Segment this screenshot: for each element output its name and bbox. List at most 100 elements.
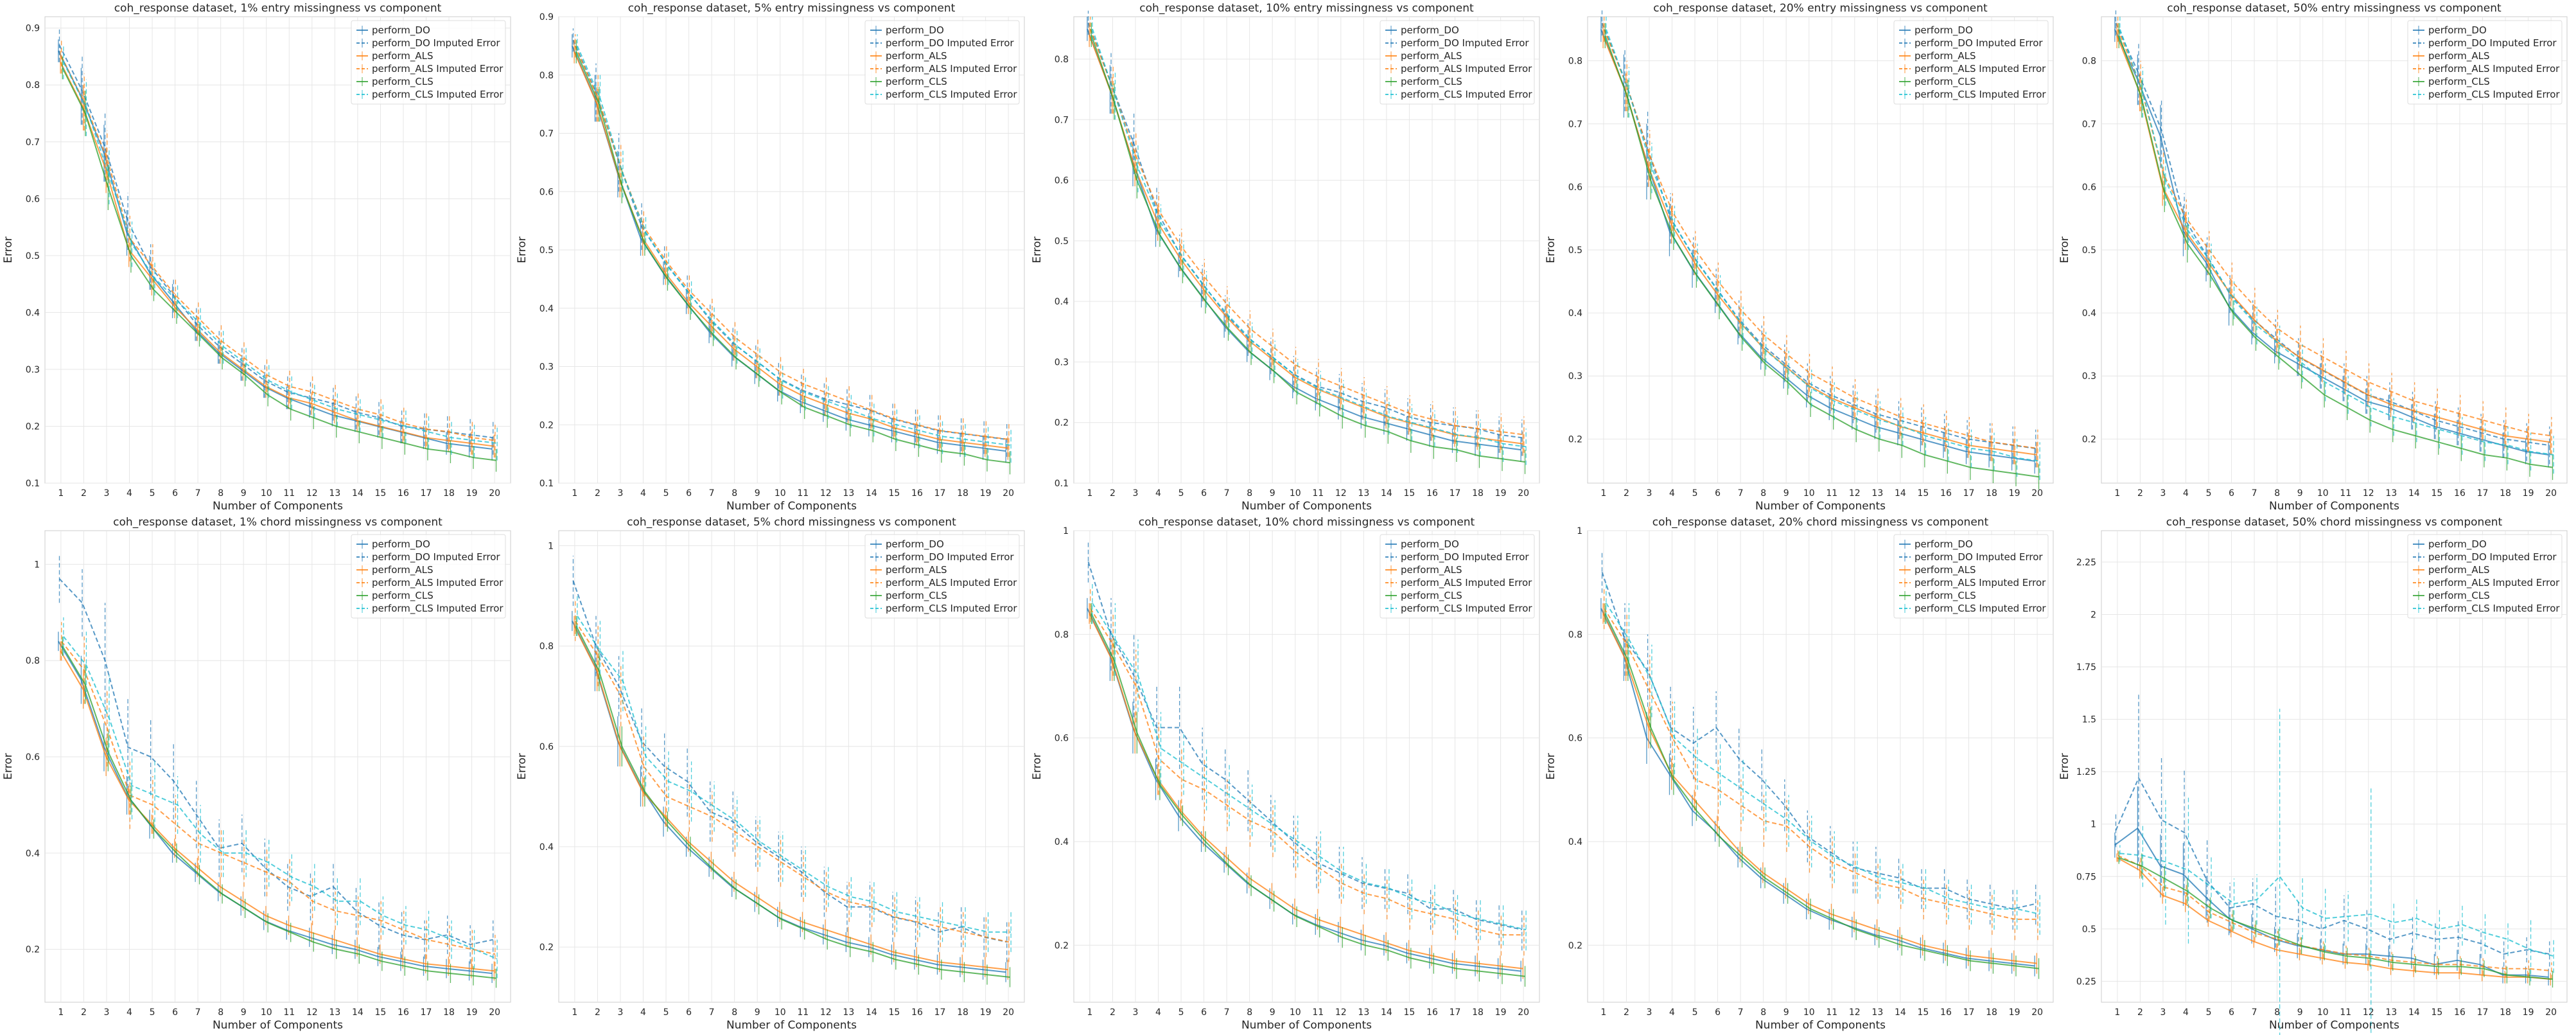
subplot-title: coh_response dataset, 1% entry missingne… xyxy=(114,2,442,15)
y-tick-label: 1.25 xyxy=(2076,767,2096,777)
y-tick-label: 0.3 xyxy=(26,365,40,375)
legend-box xyxy=(1893,20,2049,105)
x-tick-label: 6 xyxy=(686,1007,692,1018)
x-tick-label: 10 xyxy=(775,1007,786,1018)
x-tick-label: 12 xyxy=(306,1007,318,1018)
legend-label: perform_ALS xyxy=(886,50,947,62)
y-tick-label: 0.2 xyxy=(1055,418,1069,429)
legend-label: perform_DO xyxy=(372,538,430,551)
x-tick-label: 4 xyxy=(640,488,646,499)
series-line xyxy=(2116,35,2551,443)
y-tick-label: 0.2 xyxy=(26,421,40,432)
series-line xyxy=(62,646,496,979)
x-tick-label: 15 xyxy=(889,1007,900,1018)
x-tick-label: 4 xyxy=(1669,1007,1675,1018)
x-tick-label: 16 xyxy=(2454,488,2466,499)
legend-label: perform_CLS xyxy=(1914,76,1976,88)
x-tick-label: 10 xyxy=(2317,1007,2329,1018)
x-tick-label: 19 xyxy=(2523,1007,2534,1018)
legend-label: perform_ALS Imputed Error xyxy=(1914,577,2046,589)
legend-label: perform_CLS xyxy=(1401,76,1462,88)
x-tick-label: 17 xyxy=(2477,1007,2489,1018)
legend-label: perform_CLS Imputed Error xyxy=(886,603,1017,615)
series-line xyxy=(63,636,498,960)
y-tick-label: 0.4 xyxy=(1055,297,1069,307)
y-axis-label: Error xyxy=(2,236,15,263)
x-tick-label: 13 xyxy=(329,1007,340,1018)
x-tick-label: 17 xyxy=(2477,488,2489,499)
series-perform-als-imputed-error xyxy=(2117,849,2552,980)
x-tick-label: 8 xyxy=(732,1007,737,1018)
x-tick-label: 7 xyxy=(1224,488,1230,499)
x-tick-label: 15 xyxy=(375,488,387,499)
x-tick-label: 1 xyxy=(1600,488,1606,499)
x-tick-label: 10 xyxy=(1803,488,1815,499)
x-tick-label: 12 xyxy=(1335,488,1347,499)
y-tick-label: 0.75 xyxy=(2076,872,2096,882)
y-tick-label: 0.2 xyxy=(1568,434,1582,445)
legend-box xyxy=(864,534,1020,619)
subplot-2: 0.10.20.30.40.50.60.70.80.91 2 3 4 5 6 7 8 9 10 11… xyxy=(516,2,1025,513)
series-perform-cls-imputed-error xyxy=(2119,17,2554,474)
y-tick-label: 0.9 xyxy=(539,12,554,22)
legend-label: perform_CLS Imputed Error xyxy=(1914,603,2046,615)
x-tick-label: 4 xyxy=(640,1007,646,1018)
y-tick-label: 0.9 xyxy=(26,24,40,34)
series-perform-cls xyxy=(1604,603,2040,979)
x-tick-label: 8 xyxy=(2274,488,2280,499)
x-tick-label: 5 xyxy=(663,1007,669,1018)
series-line xyxy=(60,62,495,447)
legend-label: perform_CLS Imputed Error xyxy=(2428,89,2560,101)
legend-label: perform_CLS xyxy=(886,76,947,88)
y-tick-label: 0.4 xyxy=(539,842,554,853)
y-tick-label: 0.5 xyxy=(539,245,554,256)
y-axis-label: Error xyxy=(1545,236,1557,263)
y-tick-label: 0.5 xyxy=(2082,245,2096,256)
subplot-title: coh_response dataset, 5% chord missingne… xyxy=(627,516,956,529)
series-perform-cls xyxy=(1091,603,1526,987)
x-tick-label: 3 xyxy=(1646,1007,1652,1018)
x-tick-label: 6 xyxy=(1201,1007,1207,1018)
x-tick-label: 1 xyxy=(1087,488,1092,499)
subplot-title: coh_response dataset, 1% chord missingne… xyxy=(113,516,442,529)
series-line xyxy=(2117,854,2552,972)
y-tick-label: 0.8 xyxy=(539,71,554,81)
legend-label: perform_CLS xyxy=(2428,590,2490,602)
x-tick-label: 8 xyxy=(218,1007,223,1018)
y-tick-label: 0.8 xyxy=(26,80,40,91)
x-tick-label: 9 xyxy=(1270,488,1275,499)
legend-label: perform_DO Imputed Error xyxy=(372,551,500,563)
y-tick-label: 0.6 xyxy=(1568,734,1582,744)
legend-label: perform_DO Imputed Error xyxy=(1401,37,1529,49)
series-perform-als-imputed-error xyxy=(2117,17,2552,455)
x-tick-label: 11 xyxy=(1312,1007,1324,1018)
y-axis-label: Error xyxy=(2058,753,2071,779)
x-tick-label: 11 xyxy=(2340,488,2351,499)
x-tick-label: 12 xyxy=(1849,1007,1861,1018)
x-tick-label: 4 xyxy=(1155,488,1161,499)
series-perform-cls xyxy=(2118,22,2554,481)
x-tick-label: 15 xyxy=(375,1007,387,1018)
series-line xyxy=(1092,603,1527,931)
y-tick-label: 0.25 xyxy=(2076,977,2096,987)
y-tick-label: 0.6 xyxy=(1055,734,1069,744)
x-tick-label: 8 xyxy=(1760,488,1766,499)
legend-label: perform_ALS xyxy=(886,564,947,576)
x-tick-label: 15 xyxy=(1404,488,1415,499)
x-tick-label: 18 xyxy=(2500,488,2511,499)
x-tick-label: 8 xyxy=(2274,1007,2280,1018)
x-tick-label: 12 xyxy=(1335,1007,1347,1018)
y-tick-label: 0.7 xyxy=(539,129,554,139)
legend-box xyxy=(2407,534,2563,619)
legend-label: perform_CLS xyxy=(1401,590,1462,602)
x-tick-label: 7 xyxy=(2252,488,2257,499)
legend-label: perform_CLS xyxy=(372,76,434,88)
x-tick-label: 20 xyxy=(1518,488,1529,499)
series-perform-als xyxy=(574,615,1008,980)
x-axis-label: Number of Components xyxy=(1241,500,1372,513)
x-tick-label: 17 xyxy=(934,1007,946,1018)
legend-label: perform_ALS Imputed Error xyxy=(886,577,1017,589)
